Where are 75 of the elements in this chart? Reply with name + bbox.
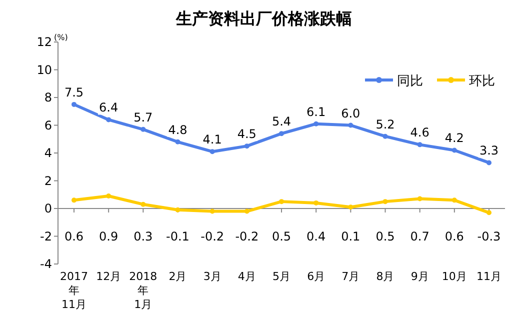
point <box>72 198 76 203</box>
x-tick-label: 3月 <box>203 270 222 283</box>
x-tick-label: 5月 <box>272 270 290 283</box>
data-label: 5.7 <box>134 110 153 124</box>
data-label: 5.4 <box>272 114 292 129</box>
y-tick-label: 2 <box>44 174 52 188</box>
x-tick-label: 4月 <box>238 270 256 283</box>
x-tick-label: 10月 <box>442 270 467 283</box>
y-tick-label: -2 <box>40 229 52 244</box>
point <box>314 200 319 206</box>
data-label: 0.6 <box>64 229 84 244</box>
y-tick-label: 6 <box>44 118 52 132</box>
data-label: 0.7 <box>410 229 430 244</box>
data-label: -0.3 <box>477 229 501 244</box>
x-tick-label: 2月 <box>168 270 187 283</box>
point <box>244 144 250 149</box>
point <box>417 196 422 202</box>
point <box>279 199 284 204</box>
point <box>140 202 146 207</box>
data-label: 5.2 <box>376 117 395 132</box>
data-label: 0.4 <box>306 229 326 244</box>
x-tick-label: 6月 <box>307 270 326 283</box>
data-label: 4.6 <box>410 126 430 140</box>
y-tick-label: -4 <box>40 257 52 271</box>
data-label: 0.9 <box>99 229 118 244</box>
point <box>210 149 215 154</box>
x-tick-label: 12月 <box>96 270 122 283</box>
y-tick-label: 12 <box>36 35 52 49</box>
point <box>417 142 422 148</box>
point <box>140 126 146 132</box>
point <box>279 131 284 136</box>
data-label: 3.3 <box>479 144 499 158</box>
data-label: -0.1 <box>166 229 190 244</box>
point <box>382 134 388 139</box>
data-label: 4.1 <box>202 132 222 147</box>
point <box>486 160 492 166</box>
point <box>348 122 354 128</box>
point <box>175 139 180 144</box>
point <box>106 194 112 199</box>
data-label: -0.2 <box>200 229 224 244</box>
x-tick-label: 2017 年 11月 <box>60 270 88 311</box>
data-label: 0.5 <box>376 229 395 244</box>
data-label: -0.2 <box>235 229 259 244</box>
y-axis-title: (%) <box>54 33 68 42</box>
point <box>486 210 492 216</box>
legend-label: 环比 <box>469 74 495 89</box>
x-tick-label: 7月 <box>342 270 360 283</box>
data-label: 7.5 <box>64 85 84 100</box>
x-tick-label: 11月 <box>476 270 502 283</box>
y-tick-label: 4 <box>44 146 52 160</box>
data-label: 4.5 <box>237 127 256 142</box>
x-tick-label: 9月 <box>410 270 429 283</box>
point <box>72 102 76 107</box>
point <box>314 121 319 126</box>
y-tick-label: 0 <box>44 202 52 216</box>
data-label: 0.6 <box>444 229 464 244</box>
data-label: 4.2 <box>444 131 464 146</box>
x-tick-label: 8月 <box>376 270 394 283</box>
point <box>382 199 388 204</box>
data-label: 6.1 <box>306 104 326 119</box>
y-tick-label: 10 <box>36 62 52 77</box>
data-label: 0.5 <box>272 229 292 244</box>
chart-title: 生产资料出厂价格涨跌幅 <box>175 9 352 28</box>
point <box>106 117 112 122</box>
point <box>348 204 354 210</box>
legend-label: 同比 <box>397 74 423 89</box>
point <box>452 198 457 203</box>
point <box>452 148 457 153</box>
x-tick-label: 2018 年 1月 <box>129 270 158 311</box>
data-label: 6.4 <box>99 100 118 115</box>
data-label: 0.1 <box>341 229 360 244</box>
data-label: 6.0 <box>341 106 360 120</box>
data-label: 4.8 <box>168 122 188 137</box>
y-tick-label: 8 <box>44 90 52 104</box>
data-label: 0.3 <box>134 229 153 244</box>
